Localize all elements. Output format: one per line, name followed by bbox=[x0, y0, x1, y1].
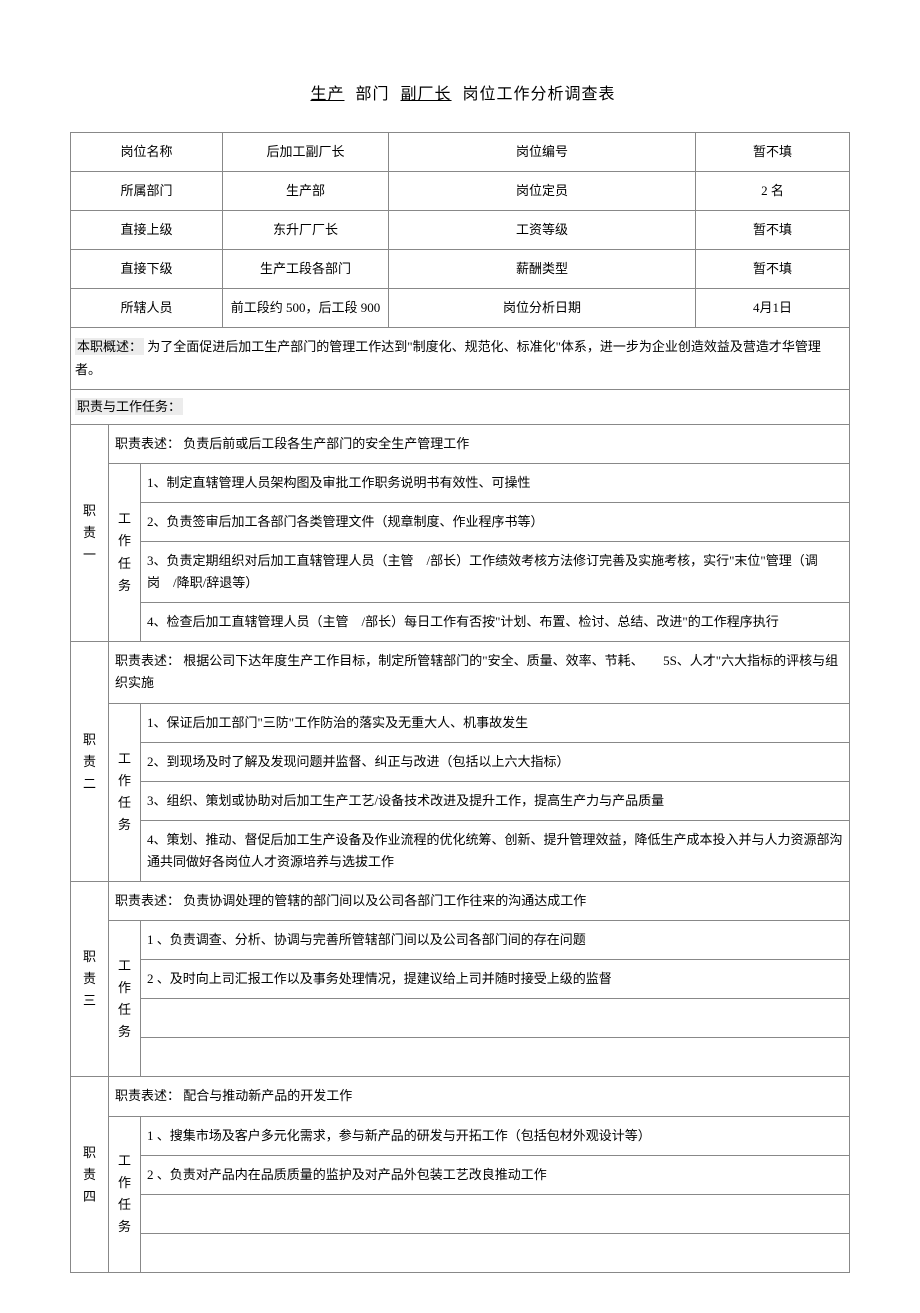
task-label: 工作任务 bbox=[109, 1116, 141, 1272]
task-item: 2 、及时向上司汇报工作以及事务处理情况，提建议给上司并随时接受上级的监督 bbox=[141, 960, 850, 999]
hdr-val: 东升厂厂长 bbox=[223, 211, 389, 250]
duty-id: 职责四 bbox=[71, 1077, 109, 1272]
task-label: 工作任务 bbox=[109, 463, 141, 641]
task-label: 工作任务 bbox=[109, 703, 141, 881]
task-item bbox=[141, 1038, 850, 1077]
title-dept: 生产 bbox=[304, 86, 350, 103]
hdr-val: 前工段约 500，后工段 900 bbox=[223, 289, 389, 328]
duty-desc-text: 配合与推动新产品的开发工作 bbox=[183, 1088, 352, 1103]
duty-desc-text: 负责协调处理的管辖的部门间以及公司各部门工作往来的沟通达成工作 bbox=[183, 893, 586, 908]
task-item: 4、检查后加工直辖管理人员（主管 /部长）每日工作有否按"计划、布置、检讨、总结… bbox=[141, 603, 850, 642]
hdr-label: 岗位名称 bbox=[71, 133, 223, 172]
hdr-val: 生产部 bbox=[223, 172, 389, 211]
duty-id: 职责三 bbox=[71, 881, 109, 1076]
task-item: 3、负责定期组织对后加工直辖管理人员（主管 /部长）工作绩效考核方法修订完善及实… bbox=[141, 542, 850, 603]
hdr-label: 岗位定员 bbox=[389, 172, 696, 211]
duty-desc-text: 根据公司下达年度生产工作目标，制定所管辖部门的"安全、质量、效率、节耗、 5S、… bbox=[115, 653, 838, 690]
title-role: 副厂长 bbox=[395, 86, 458, 103]
duty-desc-label: 职责表述： bbox=[115, 653, 180, 668]
task-item: 1、制定直辖管理人员架构图及审批工作职务说明书有效性、可操性 bbox=[141, 463, 850, 502]
duties-label-cell: 职责与工作任务： bbox=[71, 389, 850, 424]
hdr-label: 工资等级 bbox=[389, 211, 696, 250]
hdr-label: 岗位编号 bbox=[389, 133, 696, 172]
header-row: 直接下级 生产工段各部门 薪酬类型 暂不填 bbox=[71, 250, 850, 289]
hdr-val: 生产工段各部门 bbox=[223, 250, 389, 289]
duty-id: 职责一 bbox=[71, 424, 109, 642]
hdr-label: 直接上级 bbox=[71, 211, 223, 250]
hdr-val: 暂不填 bbox=[696, 211, 850, 250]
overview-label: 本职概述： bbox=[75, 338, 144, 355]
task-label: 工作任务 bbox=[109, 921, 141, 1077]
duty-desc-label: 职责表述： bbox=[115, 893, 180, 908]
overview-text: 为了全面促进后加工生产部门的管理工作达到"制度化、规范化、标准化"体系，进一步为… bbox=[75, 339, 821, 376]
header-row: 所辖人员 前工段约 500，后工段 900 岗位分析日期 4月1日 bbox=[71, 289, 850, 328]
title-suffix: 岗位工作分析调查表 bbox=[463, 86, 616, 103]
task-item bbox=[141, 1233, 850, 1272]
header-row: 岗位名称 后加工副厂长 岗位编号 暂不填 bbox=[71, 133, 850, 172]
page-title: 生产 部门 副厂长 岗位工作分析调查表 bbox=[70, 80, 850, 104]
duties-label: 职责与工作任务： bbox=[75, 398, 183, 415]
hdr-val: 暂不填 bbox=[696, 250, 850, 289]
hdr-label: 所辖人员 bbox=[71, 289, 223, 328]
duty-desc-label: 职责表述： bbox=[115, 1088, 180, 1103]
duty-desc-label: 职责表述： bbox=[115, 436, 180, 451]
task-item: 1 、负责调查、分析、协调与完善所管辖部门间以及公司各部门间的存在问题 bbox=[141, 921, 850, 960]
overview-cell: 本职概述： 为了全面促进后加工生产部门的管理工作达到"制度化、规范化、标准化"体… bbox=[71, 328, 850, 389]
duty-desc: 职责表述： 根据公司下达年度生产工作目标，制定所管辖部门的"安全、质量、效率、节… bbox=[109, 642, 850, 703]
hdr-label: 直接下级 bbox=[71, 250, 223, 289]
duty-desc: 职责表述： 负责协调处理的管辖的部门间以及公司各部门工作往来的沟通达成工作 bbox=[109, 881, 850, 920]
duty-desc: 职责表述： 负责后前或后工段各生产部门的安全生产管理工作 bbox=[109, 424, 850, 463]
task-item: 2、负责签审后加工各部门各类管理文件（规章制度、作业程序书等） bbox=[141, 502, 850, 541]
task-item bbox=[141, 1194, 850, 1233]
job-analysis-table: 岗位名称 后加工副厂长 岗位编号 暂不填 所属部门 生产部 岗位定员 2 名 直… bbox=[70, 132, 850, 1273]
task-item: 2、到现场及时了解及发现问题并监督、纠正与改进（包括以上六大指标） bbox=[141, 742, 850, 781]
task-item bbox=[141, 999, 850, 1038]
hdr-val: 后加工副厂长 bbox=[223, 133, 389, 172]
hdr-label: 所属部门 bbox=[71, 172, 223, 211]
hdr-val: 暂不填 bbox=[696, 133, 850, 172]
title-word-dept: 部门 bbox=[355, 86, 389, 103]
hdr-label: 岗位分析日期 bbox=[389, 289, 696, 328]
task-item: 3、组织、策划或协助对后加工生产工艺/设备技术改进及提升工作，提高生产力与产品质… bbox=[141, 781, 850, 820]
duty-desc-text: 负责后前或后工段各生产部门的安全生产管理工作 bbox=[183, 436, 469, 451]
hdr-val: 4月1日 bbox=[696, 289, 850, 328]
hdr-val: 2 名 bbox=[696, 172, 850, 211]
task-item: 2 、负责对产品内在品质质量的监护及对产品外包装工艺改良推动工作 bbox=[141, 1155, 850, 1194]
duty-id: 职责二 bbox=[71, 642, 109, 882]
hdr-label: 薪酬类型 bbox=[389, 250, 696, 289]
duty-desc: 职责表述： 配合与推动新产品的开发工作 bbox=[109, 1077, 850, 1116]
task-item: 1 、搜集市场及客户多元化需求，参与新产品的研发与开拓工作（包括包材外观设计等） bbox=[141, 1116, 850, 1155]
header-row: 所属部门 生产部 岗位定员 2 名 bbox=[71, 172, 850, 211]
task-item: 4、策划、推动、督促后加工生产设备及作业流程的优化统筹、创新、提升管理效益，降低… bbox=[141, 820, 850, 881]
task-item: 1、保证后加工部门"三防"工作防治的落实及无重大人、机事故发生 bbox=[141, 703, 850, 742]
header-row: 直接上级 东升厂厂长 工资等级 暂不填 bbox=[71, 211, 850, 250]
